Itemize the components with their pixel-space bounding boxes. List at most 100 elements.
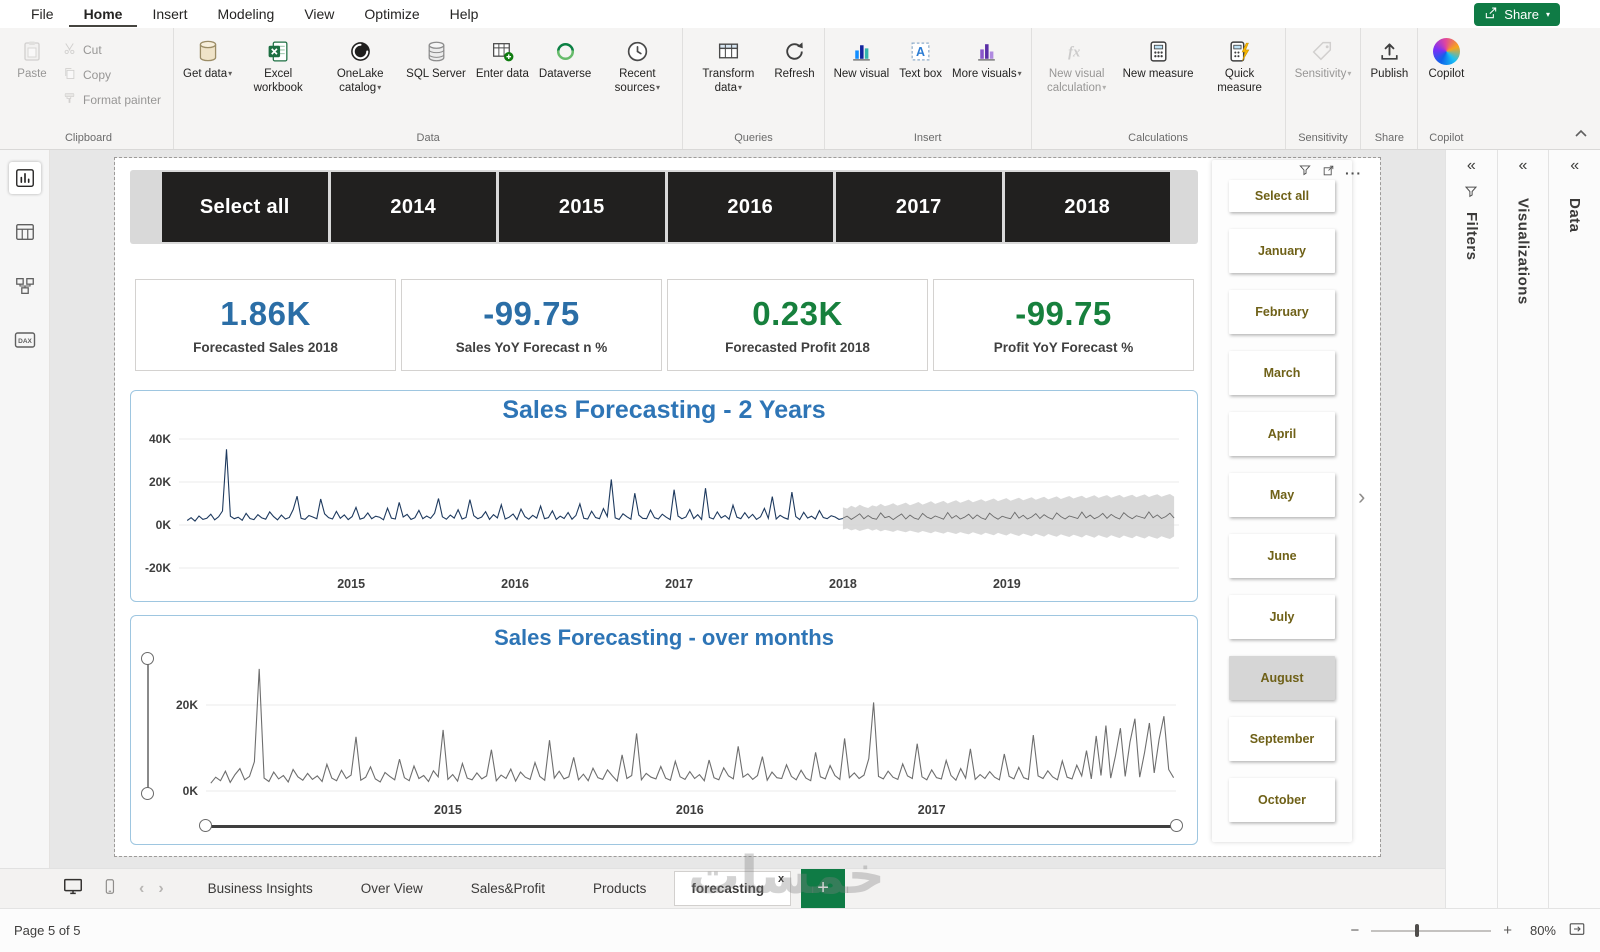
year-slicer-2016[interactable]: 2016	[667, 172, 833, 242]
cut-button[interactable]: Cut	[58, 40, 106, 60]
dax-query-view-icon[interactable]: DAX	[9, 324, 41, 356]
tab-business-insights[interactable]: Business Insights	[188, 871, 333, 906]
ribbon-group-label: Queries	[734, 132, 773, 144]
dataverse-button[interactable]: Dataverse	[534, 30, 596, 84]
slider-handle-bottom[interactable]	[141, 787, 154, 800]
sensitivity-button[interactable]: Sensitivity▾	[1290, 30, 1357, 84]
month-item-january[interactable]: January	[1229, 229, 1335, 273]
slider-track	[147, 659, 149, 793]
expand-panel-icon[interactable]: «	[1518, 157, 1528, 174]
fit-to-page-icon[interactable]	[1568, 920, 1586, 941]
new-visual-calculation-button[interactable]: fx New visual calculation▾	[1036, 30, 1118, 98]
report-page: Select all 2014 2015 2016 2017 2018 1.86…	[114, 157, 1381, 857]
year-slicer-2015[interactable]: 2015	[499, 172, 665, 242]
month-item-february[interactable]: February	[1229, 290, 1335, 334]
menu-insert[interactable]: Insert	[152, 6, 188, 22]
report-view-icon[interactable]	[8, 162, 41, 194]
tab-over-view[interactable]: Over View	[341, 871, 443, 906]
share-button[interactable]: Share ▾	[1474, 3, 1560, 26]
copilot-button[interactable]: Copilot	[1422, 30, 1470, 84]
chart-sales-forecasting-over-months[interactable]: Sales Forecasting - over months 20K 0K 201…	[130, 615, 1198, 845]
month-item-april[interactable]: April	[1229, 412, 1335, 456]
text-box-button[interactable]: A Text box	[894, 30, 947, 84]
month-item-march[interactable]: March	[1229, 351, 1335, 395]
ribbon: Paste Cut Copy Format painter	[0, 28, 1600, 150]
excel-workbook-button[interactable]: Excel workbook	[237, 30, 319, 98]
year-slicer-2017[interactable]: 2017	[836, 172, 1002, 242]
year-slicer-2014[interactable]: 2014	[330, 172, 496, 242]
menu-home[interactable]: Home	[69, 1, 138, 27]
recent-sources-button[interactable]: Recent sources▾	[596, 30, 678, 98]
slider-track	[206, 825, 1176, 828]
new-visual-button[interactable]: New visual	[829, 30, 895, 84]
tab-forecasting[interactable]: forecasting x	[674, 871, 792, 906]
menu-view[interactable]: View	[304, 6, 335, 22]
filter-funnel-icon[interactable]	[1298, 163, 1312, 182]
copy-button[interactable]: Copy	[58, 65, 115, 85]
filters-panel-collapsed[interactable]: « Filters	[1445, 150, 1497, 908]
data-panel-collapsed[interactable]: « Data	[1548, 150, 1600, 908]
slicer-next-page-icon[interactable]: ›	[1358, 484, 1366, 509]
menu-file[interactable]: File	[31, 6, 54, 22]
menu-optimize[interactable]: Optimize	[364, 6, 420, 22]
year-slicer-select-all[interactable]: Select all	[162, 172, 328, 242]
collapse-ribbon-icon[interactable]	[1574, 125, 1588, 143]
zoom-in-icon[interactable]: +	[1503, 922, 1512, 939]
tab-sales-profit[interactable]: Sales&Profit	[451, 871, 565, 906]
tab-products[interactable]: Products	[573, 871, 666, 906]
ribbon-group-copilot: Copilot Copilot	[1418, 28, 1474, 149]
publish-button[interactable]: Publish	[1365, 30, 1413, 84]
month-slicer[interactable]: ··· Select all January February March Ap…	[1212, 160, 1361, 842]
dropdown-caret-icon: ▾	[1017, 69, 1022, 78]
kpi-sales-yoy[interactable]: -99.75 Sales YoY Forecast n %	[401, 279, 662, 371]
refresh-button[interactable]: Refresh	[769, 30, 819, 84]
paste-button[interactable]: Paste	[8, 30, 56, 84]
zoom-slider-handle[interactable]	[1415, 924, 1420, 937]
month-item-may[interactable]: May	[1229, 473, 1335, 517]
next-page-icon[interactable]: ›	[158, 879, 164, 897]
prev-page-icon[interactable]: ‹	[139, 879, 145, 897]
table-view-icon[interactable]	[9, 216, 41, 248]
close-tab-icon[interactable]: x	[777, 873, 785, 885]
year-slicer-2018[interactable]: 2018	[1004, 172, 1170, 242]
quick-measure-button[interactable]: Quick measure	[1199, 30, 1281, 98]
mobile-layout-icon[interactable]	[100, 877, 119, 901]
kpi-profit-yoy[interactable]: -99.75 Profit YoY Forecast %	[933, 279, 1194, 371]
onelake-catalog-button[interactable]: OneLake catalog▾	[319, 30, 401, 98]
menu-modeling[interactable]: Modeling	[217, 6, 275, 22]
model-view-icon[interactable]	[9, 270, 41, 302]
kpi-forecasted-sales[interactable]: 1.86K Forecasted Sales 2018	[135, 279, 396, 371]
format-painter-button[interactable]: Format painter	[58, 90, 165, 110]
sql-server-button[interactable]: SQL Server	[401, 30, 471, 84]
ribbon-group-label: Sensitivity	[1298, 132, 1348, 144]
more-options-icon[interactable]: ···	[1345, 164, 1362, 181]
more-visuals-button[interactable]: More visuals▾	[947, 30, 1027, 84]
expand-panel-icon[interactable]: «	[1570, 157, 1580, 174]
slider-handle-top[interactable]	[141, 652, 154, 665]
slider-handle-right[interactable]	[1170, 819, 1183, 832]
desktop-layout-icon[interactable]	[62, 875, 84, 902]
kpi-value: 0.23K	[752, 295, 843, 332]
focus-mode-icon[interactable]	[1322, 164, 1335, 182]
chart-sales-forecasting-2-years[interactable]: Sales Forecasting - 2 Years 40K 20K 0K -20K…	[130, 390, 1198, 602]
menu-help[interactable]: Help	[449, 6, 479, 22]
get-data-button[interactable]: Get data▾	[178, 30, 237, 84]
dropdown-caret-icon: ▾	[1545, 10, 1550, 19]
slider-handle-left[interactable]	[199, 819, 212, 832]
zoom-out-icon[interactable]: −	[1350, 922, 1360, 939]
new-measure-button[interactable]: New measure	[1118, 30, 1199, 84]
ribbon-group-label: Clipboard	[64, 132, 113, 144]
transform-data-button[interactable]: Transform data▾	[687, 30, 769, 98]
add-page-button[interactable]: +	[801, 869, 846, 908]
kpi-forecasted-profit[interactable]: 0.23K Forecasted Profit 2018	[667, 279, 928, 371]
expand-panel-icon[interactable]: «	[1466, 157, 1476, 174]
enter-data-button[interactable]: Enter data	[471, 30, 534, 84]
month-item-september[interactable]: September	[1229, 717, 1335, 761]
month-item-select-all[interactable]: Select all	[1229, 180, 1335, 212]
visualizations-panel-collapsed[interactable]: « Visualizations	[1496, 150, 1549, 908]
month-item-june[interactable]: June	[1229, 534, 1335, 578]
month-item-july[interactable]: July	[1229, 595, 1335, 639]
month-item-october[interactable]: October	[1229, 778, 1335, 822]
month-item-august[interactable]: August	[1229, 656, 1335, 700]
report-canvas: Select all 2014 2015 2016 2017 2018 1.86…	[50, 150, 1445, 868]
